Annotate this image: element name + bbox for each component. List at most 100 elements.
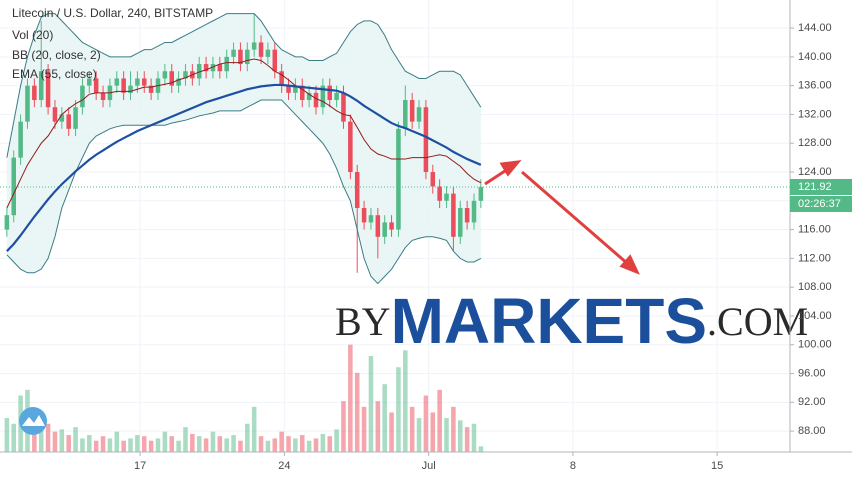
- candle-body: [334, 92, 339, 101]
- candle-body: [203, 64, 209, 72]
- ema-line: [6, 83, 482, 252]
- candle-body: [231, 49, 236, 57]
- candle-body: [279, 71, 284, 86]
- candle-body: [320, 85, 326, 108]
- x-tick-label: 17: [134, 460, 146, 472]
- volume-bar: [306, 440, 312, 452]
- volume-bar: [478, 446, 484, 452]
- arrow-up-line: [484, 167, 509, 186]
- volume-bar: [196, 436, 202, 452]
- last-price-box: [790, 178, 852, 195]
- candle-body: [59, 114, 65, 122]
- candle-body: [265, 49, 271, 57]
- candle-body: [87, 78, 92, 86]
- volume-bar: [423, 395, 429, 452]
- volume-bar: [293, 438, 298, 452]
- y-tick-label: 100.00: [798, 339, 832, 351]
- volume-bar: [148, 440, 154, 452]
- volume-bar: [396, 367, 401, 452]
- x-tick-label: 15: [711, 460, 723, 472]
- volume-bar: [327, 436, 333, 452]
- volume-bar: [114, 431, 120, 452]
- volume-bar: [471, 423, 477, 452]
- candle-body: [341, 92, 346, 122]
- candle-body: [217, 64, 223, 72]
- volume-bar: [368, 355, 374, 452]
- volume-bar: [176, 440, 181, 452]
- candle-body: [409, 100, 415, 122]
- volume-bar: [217, 436, 223, 452]
- candle-body: [478, 186, 484, 201]
- watermark-suffix: .COM: [707, 299, 808, 344]
- volume-bar: [286, 436, 291, 452]
- volume-bar: [121, 440, 126, 452]
- candle-body: [245, 49, 250, 65]
- candle-body: [121, 78, 126, 93]
- candle-body: [368, 215, 374, 223]
- volume-bar: [155, 438, 161, 452]
- last-price-label: 121.92: [798, 181, 832, 193]
- x-tick-label: Jul: [422, 460, 436, 472]
- y-tick-label: 112.00: [798, 252, 831, 264]
- logo: [19, 407, 47, 435]
- logo-circle: [19, 407, 47, 435]
- candle-body: [444, 193, 449, 201]
- candle-body: [114, 78, 120, 86]
- volume-bar: [272, 438, 278, 452]
- volume-bar: [258, 436, 264, 452]
- volume-bar: [183, 427, 188, 452]
- y-tick-label: 116.00: [798, 224, 831, 236]
- candle-body: [196, 64, 202, 79]
- candle-body: [416, 107, 422, 122]
- volume-bar: [403, 350, 408, 452]
- volume-bar: [4, 418, 10, 452]
- y-tick-label: 92.00: [798, 396, 826, 408]
- watermark-main: MARKETS: [391, 285, 707, 357]
- volume-bar: [389, 412, 394, 452]
- volume-bar: [87, 435, 92, 452]
- volume-bar: [45, 423, 51, 452]
- candle-body: [210, 64, 216, 72]
- candles: [4, 13, 484, 273]
- candle-body: [141, 78, 147, 86]
- volume-bar: [231, 435, 236, 452]
- volume-bar: [409, 406, 415, 452]
- candle-body: [238, 49, 243, 65]
- watermark-prefix: BY: [335, 299, 391, 344]
- candle-body: [176, 78, 181, 86]
- x-tick-label: 8: [570, 460, 576, 472]
- volume: [4, 344, 484, 452]
- candle-body: [293, 85, 298, 93]
- legend-volume: Vol (20): [12, 28, 53, 42]
- candle-body: [100, 92, 106, 101]
- watermark: BYMARKETS.COM: [335, 285, 808, 357]
- volume-bar: [93, 440, 99, 452]
- volume-bar: [66, 435, 71, 452]
- volume-bar: [457, 420, 463, 452]
- x-tick-label: 24: [278, 460, 290, 472]
- candle-body: [389, 222, 394, 230]
- candle-body: [73, 107, 78, 129]
- candle-body: [169, 71, 175, 86]
- candle-body: [423, 107, 429, 173]
- candle-body: [471, 200, 477, 223]
- candle-body: [162, 71, 168, 79]
- candle-body: [148, 85, 154, 93]
- candle-body: [32, 85, 37, 101]
- y-tick-label: 104.00: [798, 310, 832, 322]
- y-tick-label: 96.00: [798, 367, 826, 379]
- candle-body: [66, 114, 71, 129]
- volume-bar: [251, 406, 257, 452]
- volume-bar: [59, 429, 65, 452]
- axes: 88.00 92.00 96.00 100.00 104.00 108.00 112.00 1…: [134, 22, 852, 472]
- volume-bar: [341, 401, 346, 452]
- volume-bar: [169, 436, 175, 452]
- volume-bar: [210, 431, 216, 452]
- candle-body: [457, 208, 463, 237]
- y-tick-label: 144.00: [798, 22, 832, 34]
- candle-body: [361, 208, 367, 223]
- candle-body: [93, 78, 99, 93]
- legend-ema: EMA (55, close): [12, 67, 97, 81]
- forecast-arrows: [484, 160, 640, 275]
